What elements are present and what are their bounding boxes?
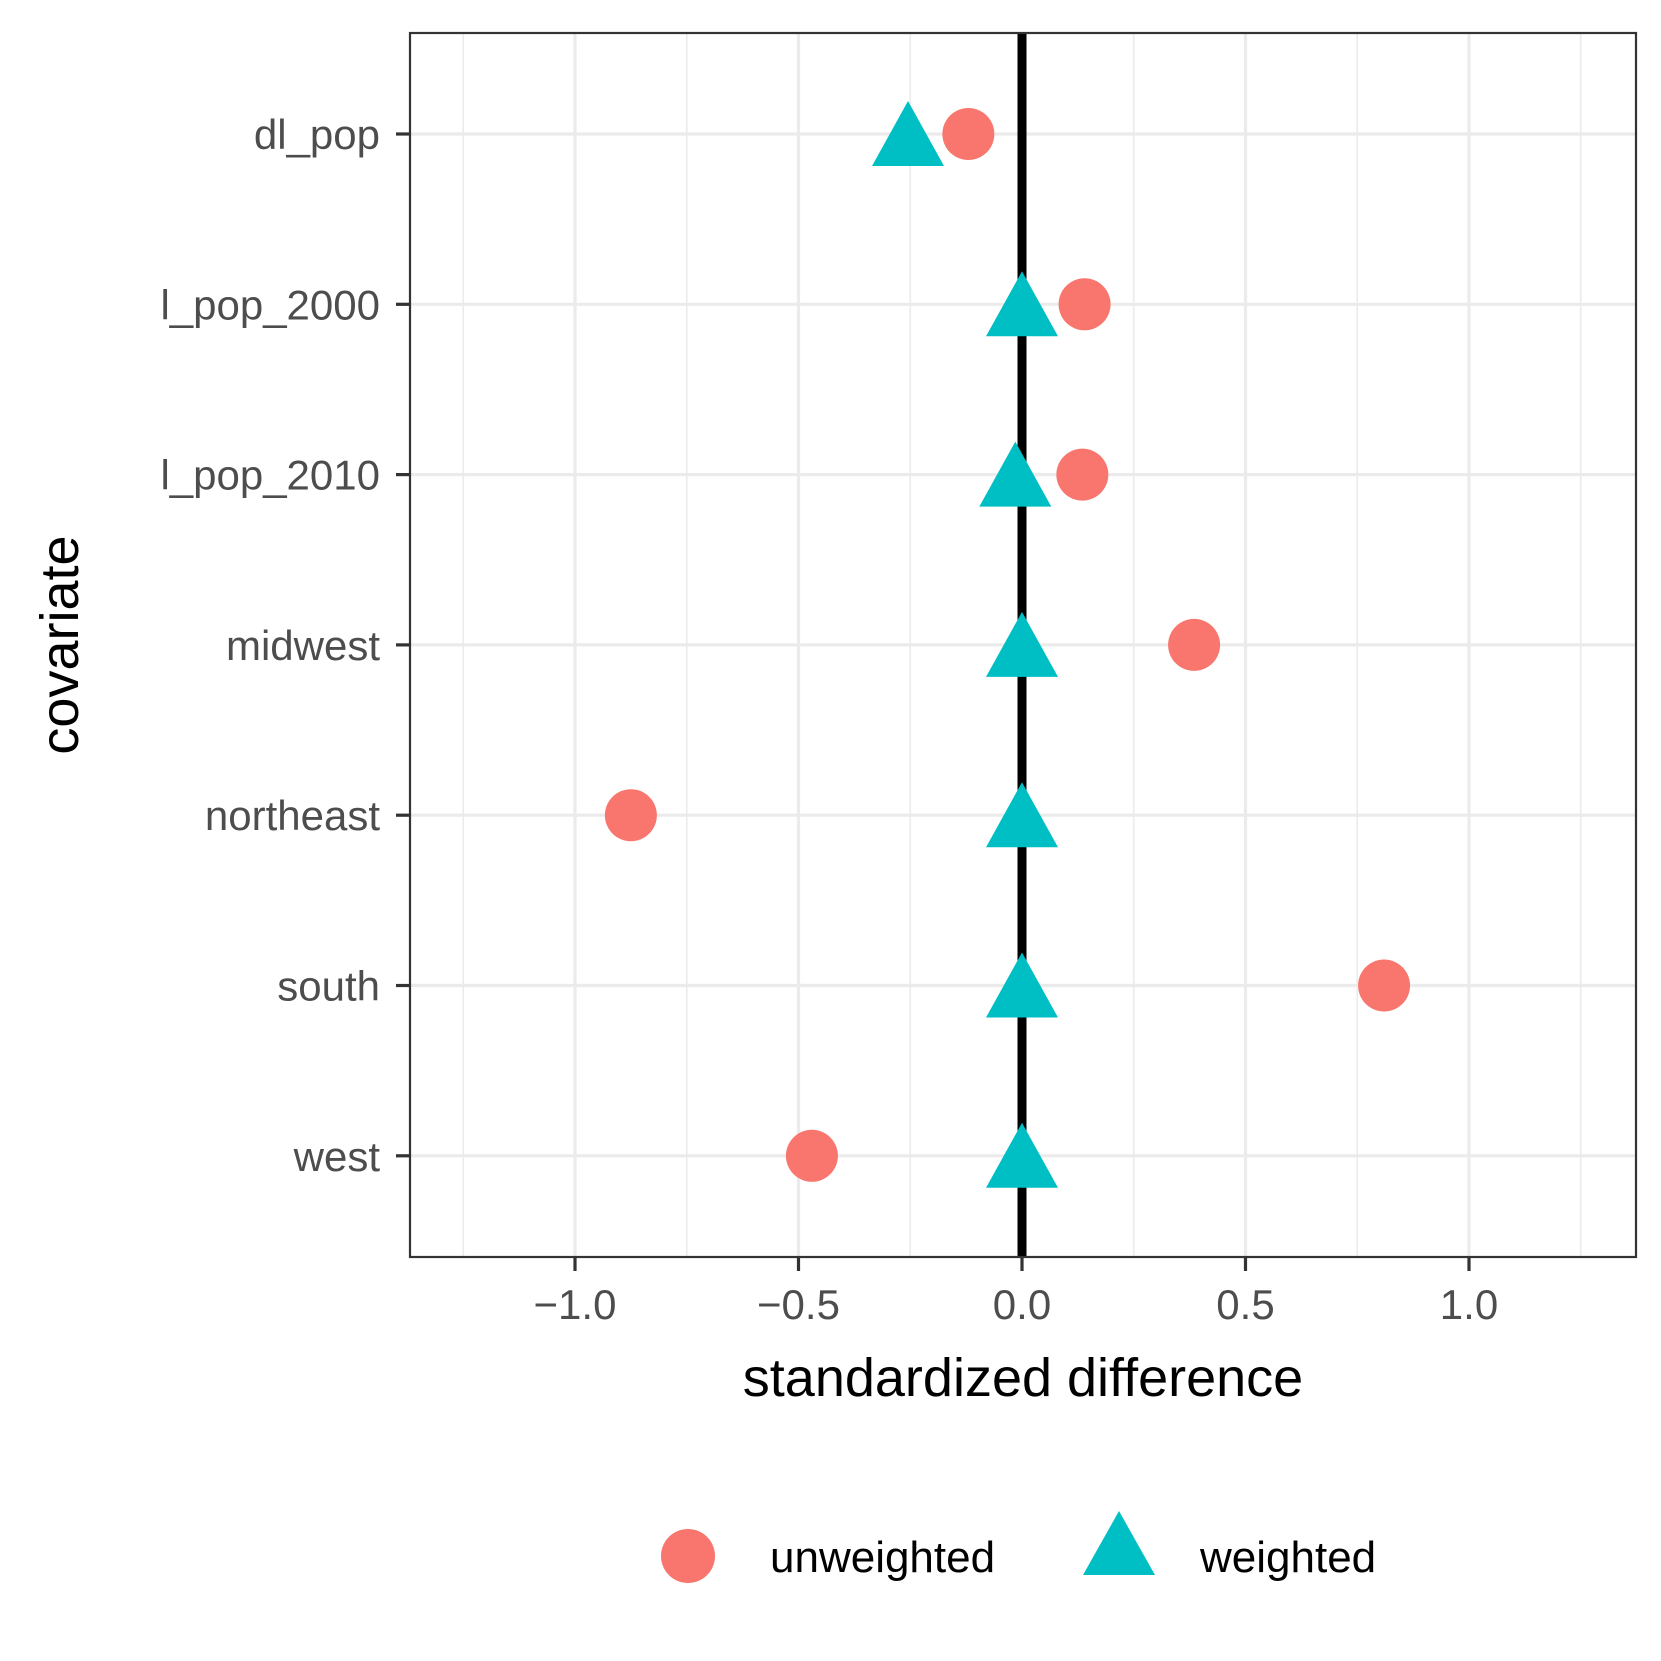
x-axis: −1.0 −0.5 0.0 0.5 1.0 (534, 1257, 1498, 1328)
point-weighted-northeast (986, 782, 1058, 848)
point-unweighted-l_pop_2000 (1058, 278, 1111, 331)
x-tick-label: −0.5 (757, 1281, 840, 1328)
data-points (604, 101, 1411, 1188)
legend-unweighted-circle-icon (661, 1529, 715, 1583)
point-weighted-west (986, 1122, 1058, 1188)
point-unweighted-l_pop_2010 (1056, 448, 1109, 501)
point-unweighted-west (785, 1129, 838, 1182)
point-weighted-l_pop_2010 (979, 441, 1052, 507)
x-axis-title: standardized difference (743, 1348, 1303, 1408)
point-unweighted-south (1358, 959, 1411, 1012)
point-weighted-dl_pop (872, 101, 945, 166)
y-tick-label-l_pop_2010: l_pop_2010 (160, 452, 380, 499)
y-tick-label-west: west (293, 1133, 381, 1180)
point-unweighted-dl_pop (942, 108, 995, 160)
y-axis-title: covariate (30, 535, 90, 754)
x-tick-label: 1.0 (1440, 1281, 1498, 1328)
legend: unweighted weighted (661, 1511, 1376, 1583)
legend-label-weighted: weighted (1199, 1533, 1376, 1582)
y-tick-label-midwest: midwest (226, 622, 380, 669)
point-weighted-l_pop_2000 (986, 271, 1058, 337)
x-tick-label: 0.0 (993, 1281, 1051, 1328)
y-tick-label-south: south (277, 963, 380, 1010)
x-tick-label: −1.0 (534, 1281, 617, 1328)
y-tick-label-northeast: northeast (205, 792, 380, 839)
legend-weighted-triangle-icon (1083, 1511, 1155, 1575)
legend-label-unweighted: unweighted (770, 1533, 995, 1582)
point-unweighted-northeast (604, 789, 657, 842)
point-weighted-south (986, 952, 1058, 1018)
x-tick-label: 0.5 (1216, 1281, 1274, 1328)
y-tick-label-dl_pop: dl_pop (254, 111, 380, 158)
point-unweighted-midwest (1168, 618, 1221, 671)
y-tick-label-l_pop_2000: l_pop_2000 (160, 281, 380, 328)
point-weighted-midwest (986, 611, 1058, 677)
